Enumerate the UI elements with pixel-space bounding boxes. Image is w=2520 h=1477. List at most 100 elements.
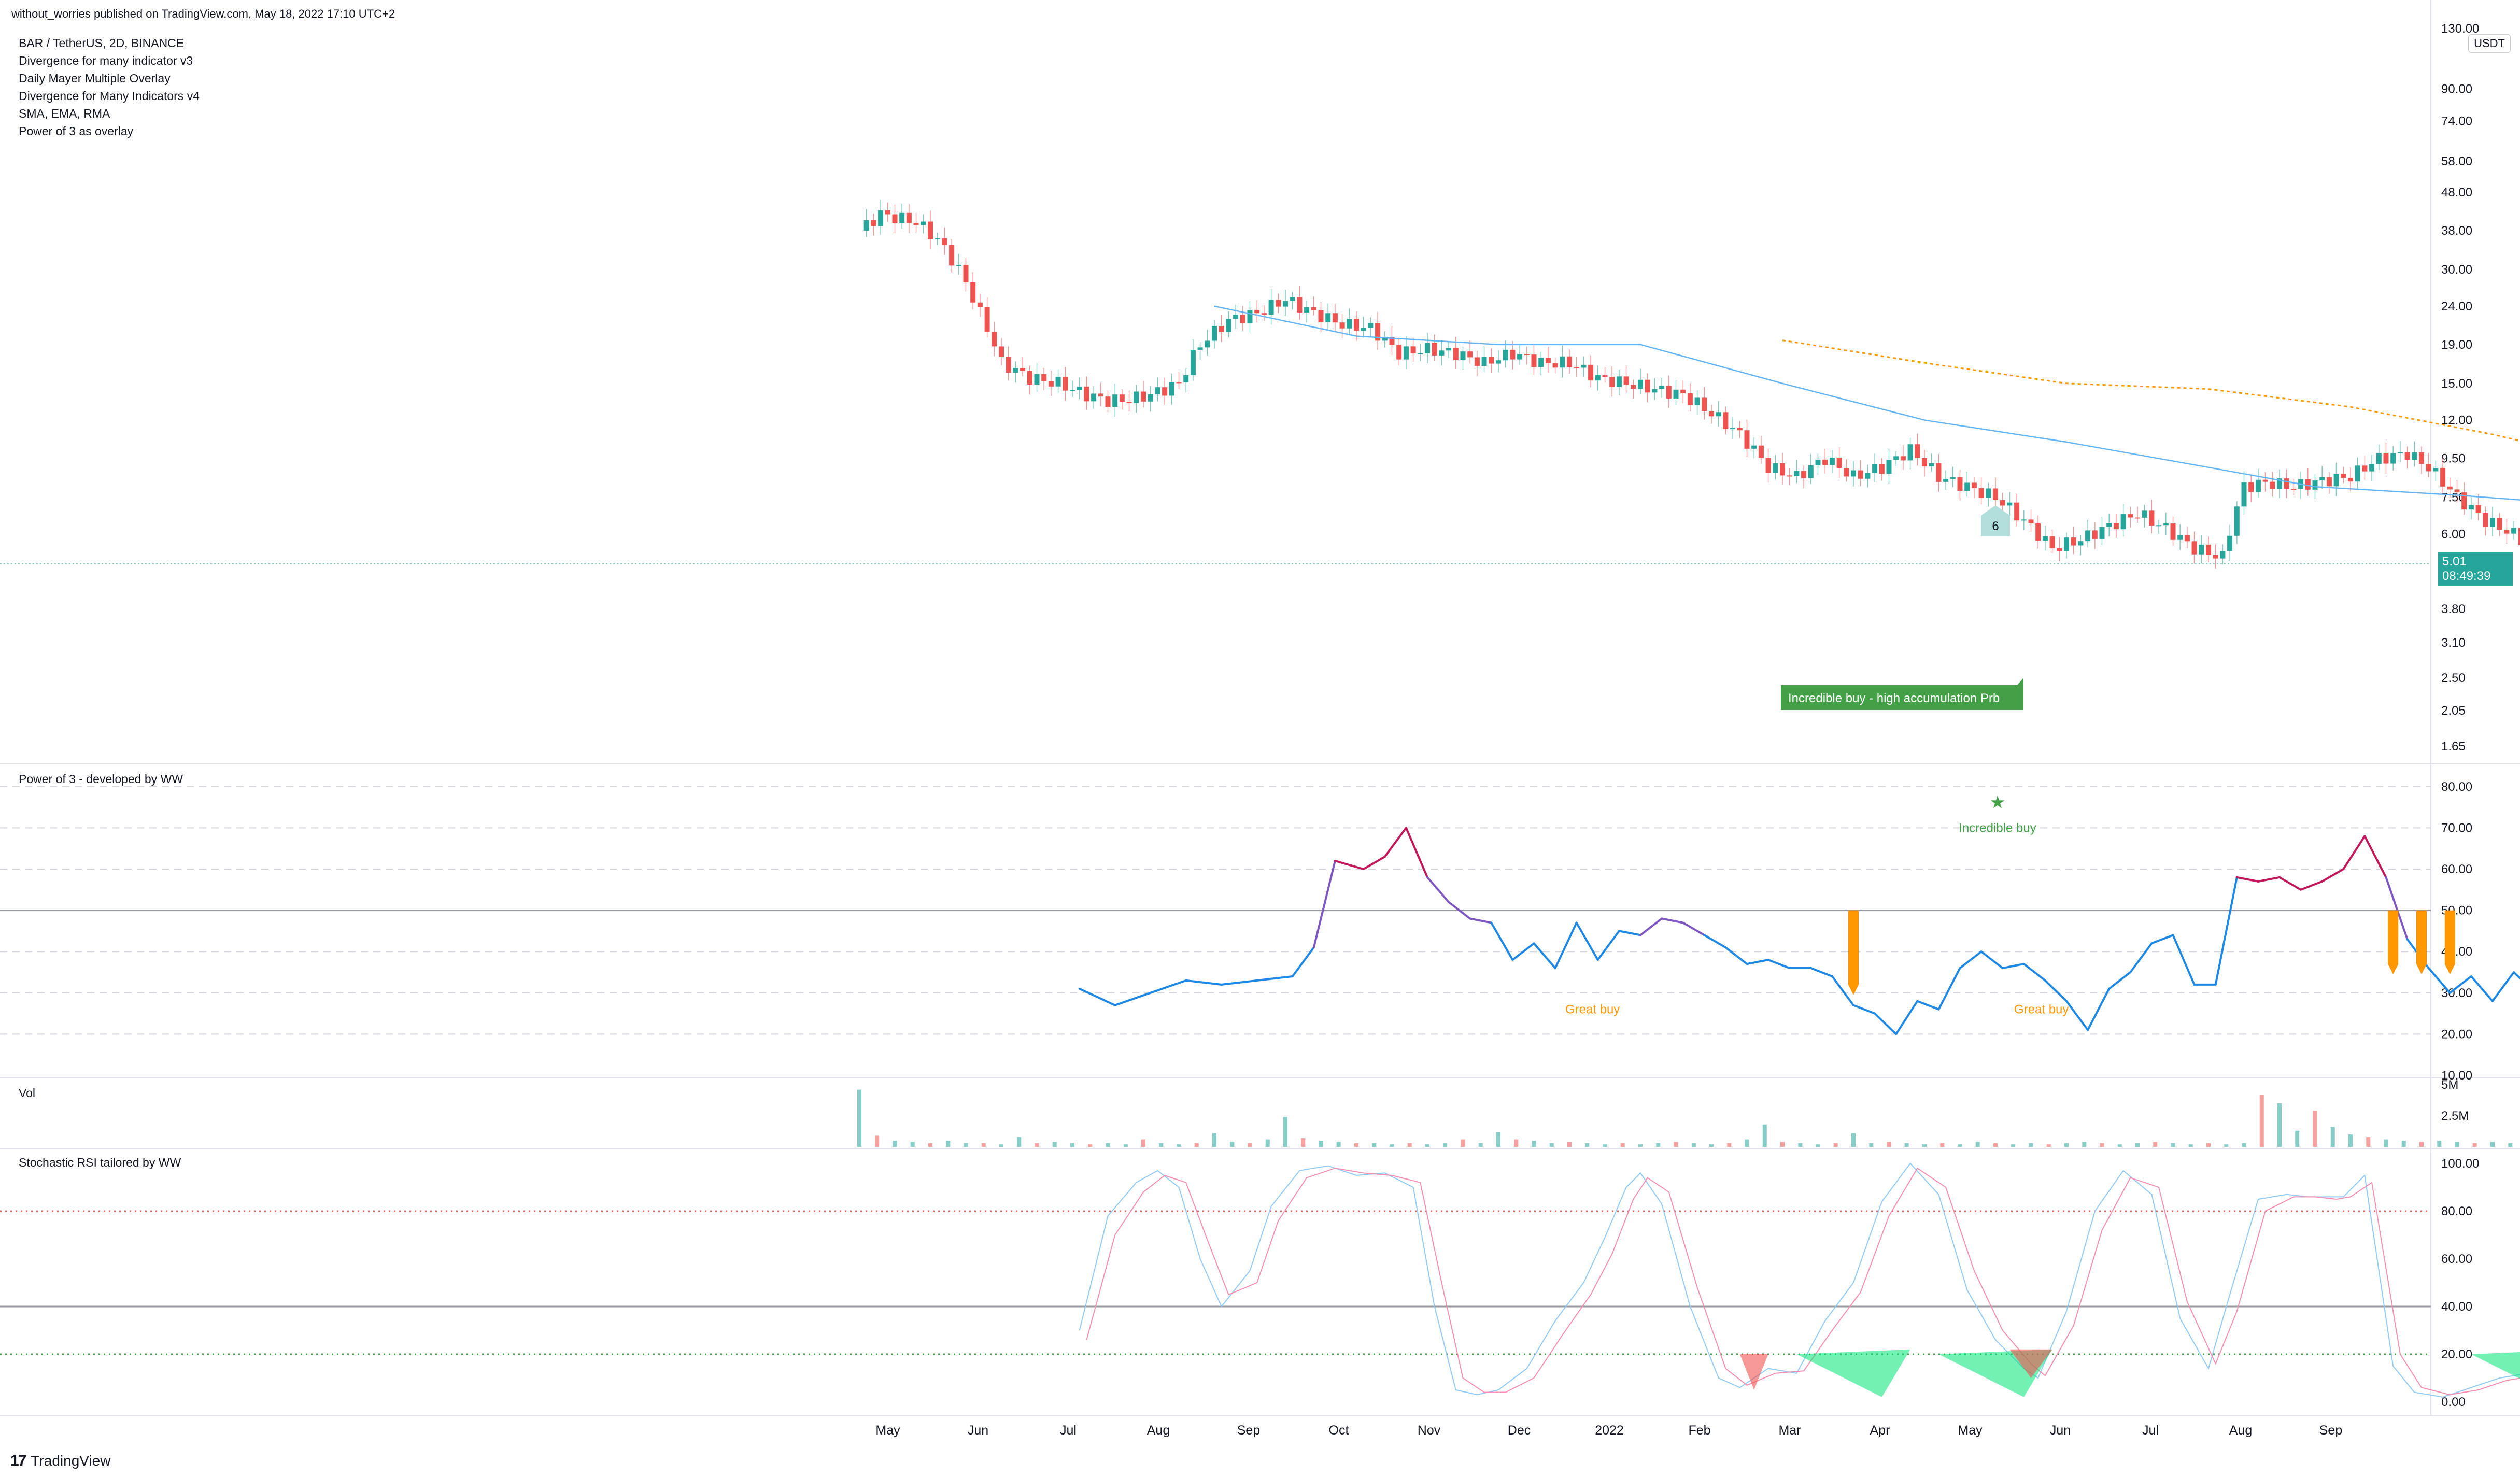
candle-body (1694, 397, 1700, 405)
candle-body (2497, 518, 2502, 530)
volume-bar (1798, 1143, 1803, 1147)
candle-body (1780, 463, 1785, 476)
candle-body (2397, 452, 2403, 453)
candle-body (2426, 464, 2431, 472)
candle-body (885, 210, 890, 215)
price-tick-label: 3.80 (2441, 602, 2466, 616)
candle-body (1496, 360, 1501, 364)
volume-bar (1017, 1137, 1022, 1147)
candle-body (2412, 452, 2417, 460)
candle-body (2461, 492, 2467, 510)
volume-bar (2259, 1095, 2264, 1147)
candle-body (1006, 357, 1011, 373)
candle-body (1943, 479, 1949, 482)
power3-line-segment (1334, 860, 1365, 870)
volume-bar (1549, 1143, 1554, 1147)
candle-body (1183, 375, 1189, 382)
power3-line-segment (2044, 979, 2068, 1002)
power3-line-segment (2470, 975, 2494, 1002)
volume-bar (1727, 1143, 1732, 1147)
volume-bar (1585, 1143, 1590, 1147)
volume-bar (946, 1141, 951, 1147)
power3-line-segment (1448, 901, 1471, 920)
legend-symbol[interactable]: BAR / TetherUS, 2D, BINANCE (19, 36, 185, 50)
power3-line-segment (2087, 987, 2111, 1031)
candle-body (1375, 323, 1381, 341)
volume-bar (2117, 1144, 2122, 1147)
candle-body (1879, 464, 1885, 474)
volume-bar (2171, 1143, 2175, 1147)
candle-body (2035, 523, 2041, 541)
volume-bar (928, 1143, 932, 1147)
legend-power-of-3-overlay[interactable]: Power of 3 as overlay (19, 124, 134, 138)
volume-bar (1656, 1143, 1661, 1147)
candle-body (2440, 467, 2446, 487)
volume-bar (2295, 1130, 2300, 1147)
price-tick-label: 1.65 (2441, 740, 2466, 754)
sell-marker-apr (2444, 910, 2455, 975)
candle-body (1162, 387, 1168, 396)
candle-body (1545, 358, 1551, 363)
volume-bar (1478, 1143, 1483, 1147)
power3-tick-label: 60.00 (2441, 862, 2472, 876)
legend-sma-ema-rma[interactable]: SMA, EMA, RMA (19, 107, 110, 120)
candle-body (2305, 479, 2311, 490)
candle-body (2241, 482, 2247, 507)
candle-body (935, 238, 940, 240)
candle-body (1439, 350, 1445, 356)
pane-title-power-of-3[interactable]: Power of 3 - developed by WW (19, 772, 183, 786)
power3-line-segment (2214, 876, 2238, 986)
legend-divergence-v4[interactable]: Divergence for Many Indicators v4 (19, 89, 200, 103)
volume-bar (2242, 1143, 2246, 1147)
volume-bar (1265, 1139, 1270, 1147)
candle-body (1126, 402, 1132, 403)
candle-body (2213, 555, 2218, 559)
pane-title-stoch-rsi[interactable]: Stochastic RSI tailored by WW (19, 1156, 181, 1169)
last-price-value: 5.01 (2442, 555, 2467, 569)
candle-body (1616, 376, 1622, 387)
power3-line-segment (1185, 979, 1223, 986)
volume-bar (2419, 1142, 2424, 1147)
incredible-buy-label: Incredible buy - high accumulation Prb (1788, 691, 2000, 705)
volume-bar (2348, 1134, 2353, 1147)
brand-name[interactable]: TradingView (31, 1453, 111, 1469)
power3-tick-label: 20.00 (2441, 1027, 2472, 1041)
volume-bar (1869, 1143, 1874, 1147)
volume-bar (1603, 1144, 1607, 1147)
candle-body (2021, 519, 2027, 521)
legend-mayer-multiple[interactable]: Daily Mayer Multiple Overlay (19, 72, 171, 85)
currency-label[interactable]: USDT (2468, 34, 2511, 53)
power3-line-segment (1383, 827, 1407, 858)
candle-body (1808, 465, 1814, 478)
candle-body (1055, 377, 1061, 387)
volume-bar (1159, 1143, 1164, 1147)
tradingview-logo-icon[interactable]: 17 (10, 1452, 26, 1469)
candle-body (1190, 350, 1196, 375)
legend-divergence-v3[interactable]: Divergence for many indicator v3 (19, 54, 193, 67)
power3-line-segment (1469, 917, 1493, 924)
candle-body (1609, 377, 1615, 387)
volume-bar (2188, 1144, 2193, 1147)
candle-body (1020, 368, 1026, 371)
candle-body (1254, 310, 1260, 314)
volume-bar (2046, 1144, 2051, 1147)
candle-body (1460, 351, 1466, 360)
candle-body (1964, 482, 1970, 491)
candle-body (2248, 482, 2254, 492)
power3-line-segment (2172, 934, 2196, 986)
volume-bar (1461, 1139, 1465, 1147)
x-tick-label: May (1958, 1423, 1983, 1438)
candle-body (1311, 307, 1316, 310)
x-tick-label: Jul (2142, 1423, 2159, 1438)
candle-body (2128, 514, 2133, 518)
candle-body (2454, 489, 2460, 493)
x-tick-label: Apr (1870, 1423, 1890, 1438)
candle-body (2355, 465, 2360, 482)
volume-bar (1745, 1139, 1749, 1147)
power3-line-segment (2385, 876, 2409, 941)
pane-title-volume[interactable]: Vol (19, 1086, 35, 1100)
candle-body (956, 265, 961, 266)
price-tick-label: 30.00 (2441, 263, 2472, 277)
power3-line-segment (1078, 987, 1116, 1006)
